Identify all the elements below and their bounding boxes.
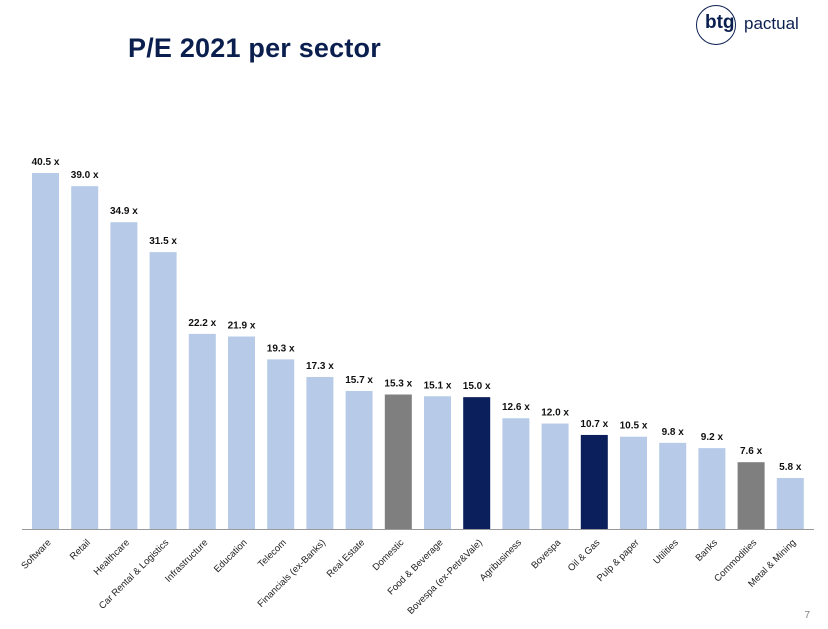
data-label: 15.1 x: [424, 380, 452, 391]
category-label: Banks: [694, 537, 721, 564]
category-label: Software: [19, 537, 53, 571]
category-label: Education: [212, 537, 250, 575]
data-label: 39.0 x: [71, 170, 99, 181]
category-label: Healthcare: [92, 537, 132, 577]
bar: [32, 173, 59, 529]
category-label: Domestic: [371, 537, 407, 573]
bar: [71, 186, 99, 529]
logo-circle-icon: [696, 5, 736, 45]
category-label: Telecom: [256, 537, 289, 570]
category-label: Agribusiness: [478, 537, 524, 583]
data-label: 19.3 x: [267, 343, 295, 354]
category-label: Financials (ex-Banks): [256, 537, 328, 609]
category-label: Bovespa (ex-Petr&Vale): [405, 537, 484, 616]
data-label: 10.7 x: [580, 419, 608, 430]
data-label: 10.5 x: [620, 421, 648, 432]
logo-word: pactual: [744, 14, 799, 33]
bar: [228, 336, 255, 529]
bar: [541, 423, 569, 529]
bar: [659, 442, 687, 529]
bar: [188, 333, 216, 529]
bar: [267, 359, 295, 529]
page-number: 7: [804, 610, 810, 621]
bar: [620, 436, 647, 529]
data-label: 40.5 x: [32, 157, 60, 168]
bar: [580, 434, 608, 529]
btg-pactual-logo: btg pactual: [696, 5, 808, 45]
category-label: Utilities: [651, 537, 681, 567]
bar: [306, 376, 334, 529]
data-label: 9.2 x: [701, 432, 724, 443]
category-label: Oil & Gas: [566, 537, 603, 574]
bar: [737, 462, 765, 529]
bar: [502, 418, 530, 529]
data-label: 15.0 x: [463, 381, 491, 392]
logo-mark: btg: [705, 12, 735, 33]
data-label: 12.0 x: [541, 408, 569, 419]
data-label: 5.8 x: [779, 462, 802, 473]
category-label: Car Rental & Logistics: [97, 537, 171, 611]
category-label: Real Estate: [325, 537, 368, 580]
data-label: 22.2 x: [188, 318, 216, 329]
data-label: 12.6 x: [502, 402, 530, 413]
page-title: P/E 2021 per sector: [128, 33, 381, 63]
bar: [384, 394, 412, 529]
bar: [776, 478, 804, 529]
bar: [149, 252, 177, 529]
bar: [463, 397, 491, 529]
data-label: 15.7 x: [345, 375, 373, 386]
bar: [698, 448, 726, 529]
bar: [424, 396, 451, 529]
data-label: 9.8 x: [662, 427, 685, 438]
bar: [345, 390, 373, 529]
data-label: 7.6 x: [740, 446, 763, 457]
data-label: 21.9 x: [228, 320, 256, 331]
category-label: Retail: [68, 537, 93, 562]
data-label: 31.5 x: [149, 236, 177, 247]
data-label: 34.9 x: [110, 206, 138, 217]
category-label: Pulp & paper: [595, 537, 642, 584]
category-label: Bovespa: [529, 537, 563, 571]
data-label: 17.3 x: [306, 361, 334, 372]
bar: [110, 222, 138, 530]
data-label: 15.3 x: [384, 379, 412, 390]
